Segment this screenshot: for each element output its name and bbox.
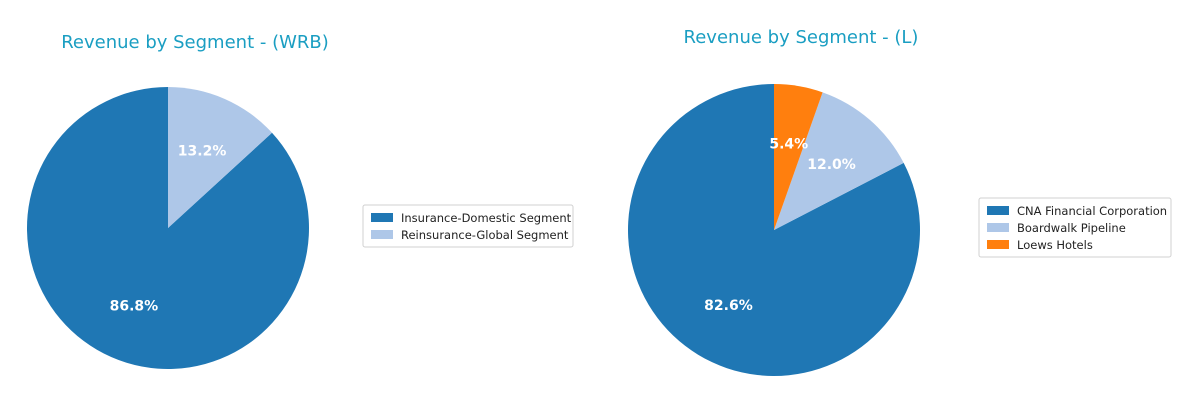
pie-chart-wrb: Revenue by Segment - (WRB) 86.8% 13.2% In… <box>26 32 574 370</box>
pie-slice-label: 13.2% <box>178 144 227 160</box>
pie-slice-loews-hotels <box>774 84 823 230</box>
legend-entry: Loews Hotels <box>1017 238 1093 252</box>
legend-entry: Boardwalk Pipeline <box>1017 221 1126 235</box>
legend-frame <box>362 204 574 248</box>
pie-slice-label: 86.8% <box>110 298 159 314</box>
legend-frame <box>978 197 1172 258</box>
pie-chart-l: Revenue by Segment - (L) 82.6%12.0%5.4% … <box>627 27 1172 377</box>
chart-title: Revenue by Segment - (L) <box>684 27 919 48</box>
pie-slices <box>26 87 309 370</box>
pie-slices <box>627 84 920 377</box>
pie-slice-insurance-domestic-segment <box>26 87 309 370</box>
legend: CNA Financial Corporation Boardwalk Pipel… <box>978 197 1172 258</box>
pie-slice-label: 12.0% <box>807 157 856 173</box>
pie-slice-label: 82.6% <box>704 298 753 314</box>
legend: Insurance-Domestic Segment Reinsurance-Gl… <box>362 204 574 248</box>
pie-slice-boardwalk-pipeline <box>774 92 904 230</box>
pie-slice-label: 5.4% <box>769 137 808 153</box>
legend-swatch <box>987 206 1009 215</box>
legend-entry: CNA Financial Corporation <box>1017 204 1167 218</box>
legend-entry: Insurance-Domestic Segment <box>401 211 572 225</box>
legend-entry: Reinsurance-Global Segment <box>401 228 569 242</box>
pie-slice-reinsurance-global-segment <box>168 87 272 228</box>
legend-swatch <box>987 223 1009 232</box>
pie-labels: 86.8% 13.2% <box>110 144 227 315</box>
chart-title: Revenue by Segment - (WRB) <box>61 32 329 53</box>
legend-swatch <box>371 230 393 239</box>
pie-slice-cna-financial-corporation <box>627 84 920 377</box>
pie-labels: 82.6% 12.0% 5.4% <box>704 137 856 314</box>
legend-swatch <box>987 240 1009 249</box>
legend-swatch <box>371 213 393 222</box>
